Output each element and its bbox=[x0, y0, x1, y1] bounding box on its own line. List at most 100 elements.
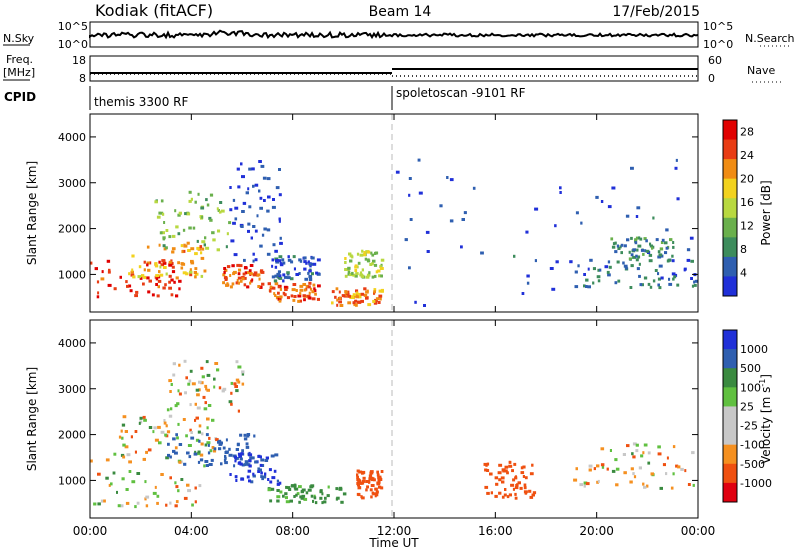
cpid-label: CPID bbox=[4, 90, 36, 104]
power-cell bbox=[290, 260, 294, 264]
velocity-cell bbox=[376, 473, 380, 477]
power-cell bbox=[129, 289, 133, 293]
velocity-cell bbox=[240, 452, 244, 456]
power-cell bbox=[460, 245, 463, 249]
power-cell bbox=[635, 258, 639, 262]
power-cell bbox=[373, 301, 378, 305]
velocity-cell bbox=[657, 452, 662, 456]
power-cell bbox=[271, 275, 276, 279]
velocity-cell bbox=[211, 418, 215, 422]
power-cell bbox=[347, 293, 350, 297]
power-cell bbox=[161, 231, 165, 235]
velocity-cell bbox=[178, 392, 182, 396]
velocity-cell bbox=[110, 482, 113, 486]
power-cell bbox=[168, 274, 172, 278]
power-cell bbox=[165, 272, 168, 276]
power-cell bbox=[308, 262, 312, 266]
velocity-cell bbox=[189, 403, 192, 407]
power-cell bbox=[135, 290, 139, 294]
velocity-cell bbox=[375, 490, 379, 494]
power-cell bbox=[272, 243, 276, 247]
velocity-cell bbox=[178, 363, 181, 367]
power-cell bbox=[201, 215, 204, 219]
velocity-cell bbox=[296, 492, 300, 496]
velocity-cell bbox=[100, 499, 103, 503]
power-cell bbox=[254, 229, 258, 233]
power-cell bbox=[299, 259, 303, 263]
velocity-cell bbox=[136, 472, 141, 475]
power-cell bbox=[658, 264, 663, 268]
power-cell bbox=[302, 283, 307, 286]
power-ylabel: Slant Range [km] bbox=[25, 161, 39, 265]
power-cell bbox=[363, 293, 368, 297]
velocity-cell bbox=[136, 501, 140, 505]
velocity-cell bbox=[175, 485, 179, 489]
power-cell bbox=[201, 247, 205, 251]
power-cell bbox=[625, 266, 628, 270]
power-cell bbox=[189, 270, 193, 274]
velocity-cell bbox=[684, 469, 687, 473]
freq-tick-bottom: 8 bbox=[79, 72, 86, 85]
velocity-cell bbox=[206, 388, 210, 392]
velocity-cell bbox=[516, 483, 519, 487]
velocity-cell bbox=[321, 501, 324, 505]
power-cell bbox=[226, 265, 231, 269]
power-cell bbox=[190, 247, 195, 251]
velocity-cell bbox=[248, 459, 252, 463]
power-cell bbox=[367, 303, 372, 307]
velocity-cell bbox=[379, 476, 382, 480]
velocity-cell bbox=[369, 488, 373, 492]
power-cbar-segment bbox=[723, 276, 737, 297]
power-cell bbox=[366, 250, 371, 254]
power-cell bbox=[634, 241, 638, 245]
power-cell bbox=[635, 254, 638, 258]
power-cell bbox=[274, 249, 278, 253]
velocity-cbar-tick: -100 bbox=[740, 439, 765, 452]
power-cell bbox=[226, 232, 229, 236]
power-cell bbox=[212, 238, 216, 242]
power-cell bbox=[271, 258, 274, 262]
velocity-cell bbox=[514, 496, 518, 500]
velocity-xticks: 00:00 04:00 08:00 12:00 16:00 20:00 00:00 bbox=[73, 320, 715, 538]
power-cell bbox=[132, 275, 136, 279]
power-cell bbox=[142, 282, 145, 286]
power-cell bbox=[311, 297, 316, 301]
cpid-panel: CPID themis 3300 RF spoletoscan -9101 RF bbox=[4, 86, 526, 110]
velocity-cell bbox=[245, 442, 249, 446]
power-cell bbox=[373, 263, 378, 267]
power-cell bbox=[164, 283, 167, 287]
power-cell bbox=[158, 211, 161, 215]
velocity-cell bbox=[303, 497, 308, 501]
velocity-cell bbox=[209, 449, 213, 453]
power-cbar-tick: 8 bbox=[740, 243, 747, 256]
velocity-cell bbox=[287, 486, 291, 490]
velocity-cell bbox=[134, 505, 137, 509]
power-cell bbox=[693, 283, 697, 287]
velocity-cell bbox=[692, 483, 695, 487]
power-cell bbox=[380, 274, 383, 278]
power-cell bbox=[672, 245, 675, 249]
velocity-cell bbox=[319, 496, 323, 500]
power-cell bbox=[252, 273, 257, 277]
velocity-cell bbox=[367, 480, 371, 483]
velocity-cell bbox=[262, 475, 267, 479]
power-cell bbox=[299, 299, 302, 303]
power-cell bbox=[159, 231, 163, 235]
power-cell bbox=[196, 246, 200, 250]
power-cell bbox=[652, 216, 655, 220]
power-cell bbox=[97, 291, 100, 295]
power-cell bbox=[205, 198, 208, 202]
power-cell bbox=[148, 279, 152, 283]
velocity-cell bbox=[119, 504, 124, 508]
velocity-cell bbox=[313, 494, 316, 498]
power-cell bbox=[177, 261, 180, 265]
power-yticks: 1000 2000 3000 4000 bbox=[58, 131, 698, 281]
power-cell bbox=[362, 274, 365, 278]
power-cell bbox=[449, 178, 454, 182]
velocity-cell bbox=[183, 359, 187, 363]
power-cell bbox=[587, 285, 591, 289]
velocity-cell bbox=[361, 479, 366, 483]
power-cell bbox=[630, 166, 634, 170]
power-cbar-tick: 12 bbox=[740, 220, 754, 233]
power-ytick-label: 3000 bbox=[58, 177, 86, 190]
